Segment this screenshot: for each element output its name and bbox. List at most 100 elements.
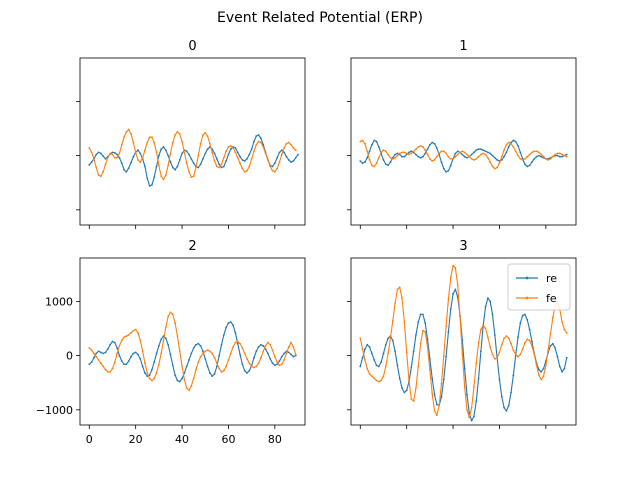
data-point [537, 151, 540, 154]
data-point [211, 352, 214, 355]
data-point [151, 183, 153, 186]
data-point [171, 166, 174, 169]
data-point [144, 362, 146, 365]
data-point [190, 176, 193, 179]
data-point [382, 159, 385, 161]
data-point [253, 356, 255, 359]
data-point [199, 344, 202, 347]
data-point [428, 157, 431, 160]
data-point [204, 350, 207, 353]
data-point [484, 327, 487, 330]
data-point [106, 156, 109, 159]
data-point [563, 328, 566, 331]
data-point [113, 156, 116, 159]
data-point [370, 352, 373, 355]
data-point [190, 157, 193, 160]
data-point [433, 159, 436, 161]
data-point [248, 165, 251, 168]
data-point [197, 154, 200, 157]
data-point [486, 151, 489, 154]
data-point [524, 341, 526, 344]
data-point [373, 377, 376, 380]
data-point [192, 347, 195, 349]
data-point [533, 157, 536, 160]
data-point [243, 352, 246, 355]
series-re [359, 139, 568, 173]
data-point [514, 140, 517, 143]
data-point [144, 372, 146, 374]
data-point [510, 142, 512, 145]
data-point [410, 398, 413, 400]
data-point [382, 149, 385, 152]
data-point [410, 150, 413, 153]
data-point [167, 164, 170, 167]
data-point [202, 350, 204, 353]
data-point [540, 370, 543, 373]
data-point [155, 372, 158, 374]
data-point [139, 339, 142, 342]
data-point [95, 352, 98, 355]
data-point [125, 363, 128, 366]
data-point [236, 156, 239, 159]
data-point [540, 153, 543, 156]
x-tick-label: 80 [268, 433, 282, 446]
data-point [408, 153, 410, 156]
data-point [255, 143, 258, 146]
data-point [561, 153, 563, 156]
data-point [556, 355, 559, 358]
data-point [542, 367, 545, 370]
data-point [176, 165, 179, 168]
data-point [195, 166, 197, 169]
data-point [456, 153, 459, 156]
data-point [401, 297, 403, 300]
data-point [561, 155, 563, 158]
data-point [111, 151, 114, 154]
data-point [359, 365, 362, 368]
data-point [361, 139, 364, 142]
data-point [278, 360, 281, 362]
data-point [257, 346, 260, 348]
series-re [88, 321, 297, 383]
data-point [498, 351, 501, 354]
data-point [551, 155, 554, 158]
data-point [551, 316, 554, 319]
data-point [449, 308, 452, 310]
data-point [283, 352, 286, 355]
data-point [278, 364, 281, 367]
data-point [435, 403, 438, 406]
data-point [109, 152, 112, 155]
data-point [155, 151, 158, 154]
data-point [273, 355, 276, 358]
data-point [285, 352, 288, 355]
data-point [540, 378, 543, 381]
data-point [280, 363, 283, 366]
data-point [218, 166, 221, 169]
data-point [271, 165, 274, 168]
data-point [202, 352, 204, 355]
data-point [273, 162, 276, 165]
data-point [496, 166, 499, 169]
data-point [454, 288, 457, 291]
data-point [479, 148, 482, 150]
data-point [125, 170, 128, 173]
data-point [220, 370, 223, 373]
axes-frame [350, 57, 577, 226]
data-point [373, 359, 376, 361]
data-point [99, 351, 102, 354]
data-point [174, 322, 177, 324]
data-point [127, 334, 130, 336]
data-point [273, 170, 276, 173]
data-point [426, 338, 429, 341]
data-point [148, 185, 151, 187]
subplot-title: 1 [459, 39, 467, 54]
data-point [424, 322, 427, 324]
data-point [398, 286, 401, 289]
data-point [246, 357, 248, 360]
data-point [405, 152, 408, 155]
data-point [391, 157, 394, 160]
data-point [183, 151, 186, 154]
data-point [162, 339, 165, 342]
data-point [526, 318, 529, 321]
data-point [125, 130, 128, 133]
data-point [294, 353, 297, 356]
